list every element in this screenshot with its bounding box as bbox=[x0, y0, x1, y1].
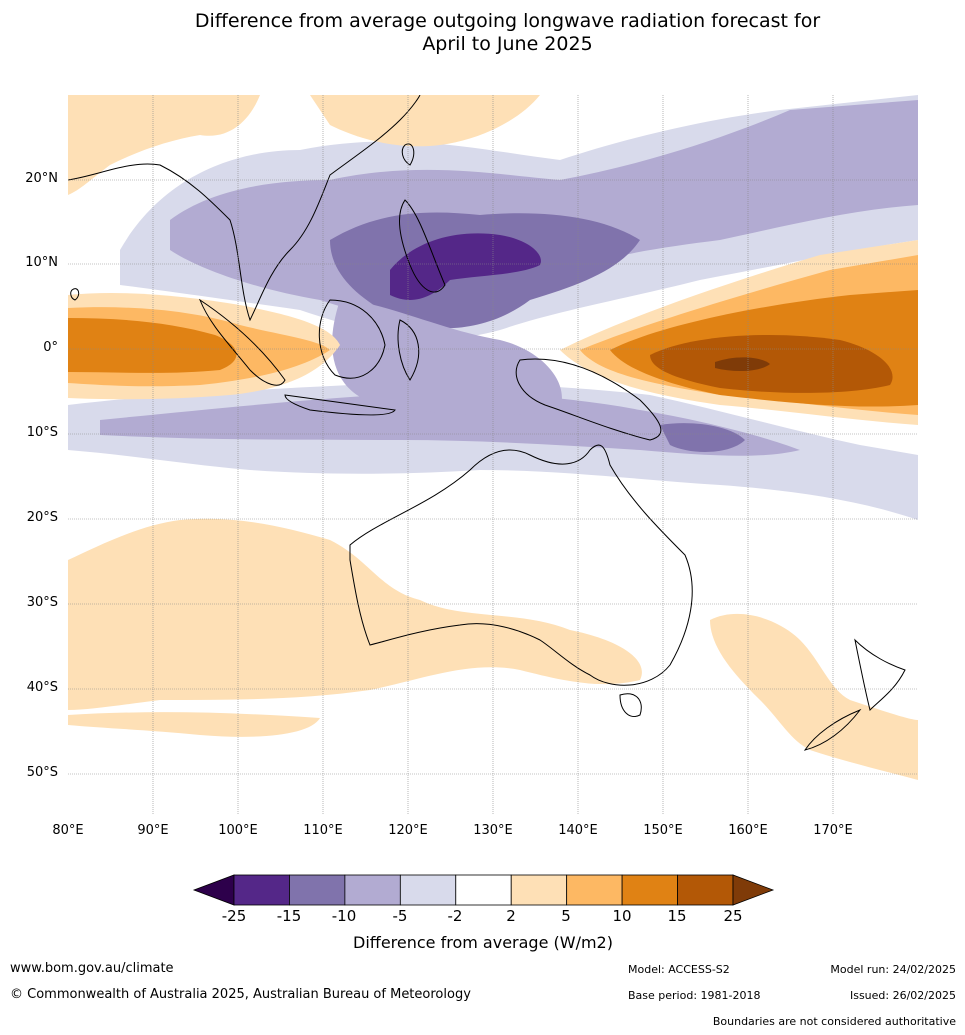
lon-label-110e: 110°E bbox=[303, 823, 343, 838]
coastline-tasmania bbox=[619, 693, 642, 717]
lon-label-90e: 90°E bbox=[137, 823, 169, 838]
coastlines bbox=[68, 95, 906, 751]
colorbar-tick-label: -2 bbox=[447, 907, 463, 925]
colorbar-tick-label: 25 bbox=[723, 907, 743, 925]
colorbar-tick-label: -25 bbox=[221, 907, 247, 925]
lon-label-120e: 120°E bbox=[388, 823, 428, 838]
coastline-java bbox=[284, 394, 396, 416]
lon-label-130e: 130°E bbox=[473, 823, 513, 838]
anomaly-region-plus2-se-australia bbox=[68, 712, 320, 737]
coastline-asia-mainland bbox=[68, 95, 421, 322]
anomaly-region-minus5-maritime bbox=[332, 300, 562, 416]
anomaly-region-plus25-core bbox=[715, 357, 770, 372]
footer-model: Model: ACCESS-S2 bbox=[628, 963, 730, 976]
footer-copyright: © Commonwealth of Australia 2025, Austra… bbox=[10, 987, 471, 1002]
lon-label-100e: 100°E bbox=[218, 823, 258, 838]
colorbar-tick-label: -5 bbox=[392, 907, 408, 925]
anomaly-region-minus5-south bbox=[100, 393, 800, 456]
colorbar-extend-low bbox=[192, 874, 235, 906]
anomaly-region-plus15-east bbox=[650, 335, 893, 393]
lat-label-10n: 10°N bbox=[25, 255, 58, 270]
colorbar-tick-label: 10 bbox=[612, 907, 632, 925]
anomaly-fields bbox=[68, 95, 918, 780]
anomaly-region-minus15-core bbox=[390, 233, 541, 300]
chart-title: Difference from average outgoing longwav… bbox=[0, 10, 965, 56]
lat-label-30s: 30°S bbox=[26, 595, 58, 610]
lon-label-150e: 150°E bbox=[643, 823, 683, 838]
coastline-australia bbox=[349, 444, 693, 686]
coastline-taiwan bbox=[401, 143, 415, 166]
colorbar-tick-label: 15 bbox=[667, 907, 687, 925]
coastline-new-zealand-south bbox=[803, 708, 862, 751]
title-line-2: April to June 2025 bbox=[422, 33, 593, 55]
coastline-sri-lanka bbox=[70, 288, 80, 301]
lat-label-10s: 10°S bbox=[26, 425, 58, 440]
title-line-1: Difference from average outgoing longwav… bbox=[194, 10, 821, 32]
anomaly-region-plus2-china bbox=[310, 95, 540, 147]
colorbar bbox=[192, 874, 775, 906]
coastline-philippines bbox=[399, 199, 446, 293]
footer-base-period: Base period: 1981-2018 bbox=[628, 989, 761, 1002]
colorbar-tick-label: 5 bbox=[561, 907, 571, 925]
colorbar-tick-label: -10 bbox=[331, 907, 357, 925]
colorbar-segment bbox=[677, 874, 734, 906]
lon-label-160e: 160°E bbox=[728, 823, 768, 838]
footer-issued: Issued: 26/02/2025 bbox=[849, 989, 956, 1002]
coastline-borneo bbox=[318, 299, 386, 379]
colorbar-segment bbox=[566, 874, 623, 906]
lon-label-140e: 140°E bbox=[558, 823, 598, 838]
anomaly-region-plus2-northwest bbox=[68, 95, 260, 195]
colorbar-segment bbox=[233, 874, 290, 906]
coastline-sulawesi bbox=[397, 319, 420, 381]
lon-label-170e: 170°E bbox=[813, 823, 853, 838]
colorbar-title: Difference from average (W/m2) bbox=[353, 933, 613, 952]
coastline-sumatra bbox=[198, 298, 286, 386]
anomaly-region-plus2-nz bbox=[710, 613, 918, 780]
coastline-new-zealand-north bbox=[854, 638, 906, 711]
colorbar-segment bbox=[289, 874, 346, 906]
lat-label-50s: 50°S bbox=[26, 765, 58, 780]
anomaly-region-plus10-west bbox=[68, 318, 237, 373]
colorbar-segment bbox=[455, 874, 512, 906]
coastline-new-guinea bbox=[515, 358, 662, 441]
lon-label-80e: 80°E bbox=[52, 823, 84, 838]
colorbar-segment bbox=[344, 874, 401, 906]
anomaly-region-minus10-south bbox=[660, 423, 745, 452]
anomaly-region-plus2-australia bbox=[68, 518, 642, 710]
colorbar-segment bbox=[399, 874, 457, 906]
colorbar-segment bbox=[621, 874, 678, 906]
lat-label-20n: 20°N bbox=[25, 171, 58, 186]
footer-model-run: Model run: 24/02/2025 bbox=[830, 963, 956, 976]
colorbar-tick-label: 2 bbox=[506, 907, 516, 925]
footer-url: www.bom.gov.au/climate bbox=[10, 961, 174, 976]
colorbar-tick-label: -15 bbox=[276, 907, 302, 925]
colorbar-extend-high bbox=[732, 874, 775, 906]
lat-label-40s: 40°S bbox=[26, 680, 58, 695]
lat-label-0: 0° bbox=[43, 340, 58, 355]
gridlines bbox=[68, 95, 918, 815]
lat-label-20s: 20°S bbox=[26, 510, 58, 525]
footer-boundaries: Boundaries are not considered authoritat… bbox=[712, 1015, 956, 1028]
colorbar-segment bbox=[510, 874, 568, 906]
